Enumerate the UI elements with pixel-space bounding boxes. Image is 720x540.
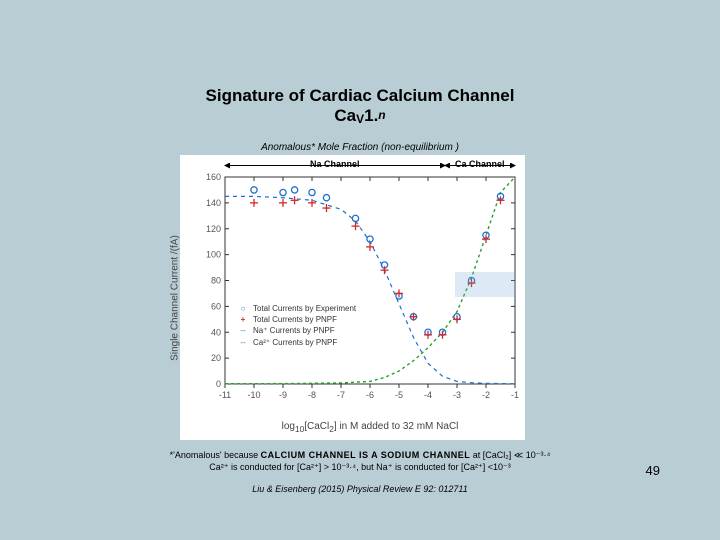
page-number: 49	[646, 463, 660, 478]
svg-text:160: 160	[206, 172, 221, 182]
svg-text:-10: -10	[247, 390, 260, 400]
legend: ○Total Currents by Experiment+Total Curr…	[231, 302, 358, 349]
x-axis-label: log10[CaCl2] in M added to 32 mM NaCl	[225, 421, 515, 434]
svg-text:100: 100	[206, 250, 221, 260]
highlight-band	[455, 272, 515, 297]
chart-plot-area: -11-10-9-8-7-6-5-4-3-2-10204060801001201…	[225, 177, 515, 402]
svg-text:20: 20	[211, 353, 221, 363]
y-axis-label: Single Channel Current /(fA)	[170, 235, 181, 361]
svg-text:60: 60	[211, 301, 221, 311]
svg-text:-3: -3	[453, 390, 461, 400]
svg-text:-6: -6	[366, 390, 374, 400]
svg-text:120: 120	[206, 224, 221, 234]
title-block: Signature of Cardiac Calcium Channel CaV…	[0, 86, 720, 129]
svg-text:80: 80	[211, 276, 221, 286]
na-channel-label: Na Channel	[310, 159, 360, 169]
footnote-line1: *'Anomalous' because CALCIUM CHANNEL IS …	[0, 450, 720, 462]
svg-text:-1: -1	[511, 390, 519, 400]
svg-text:-5: -5	[395, 390, 403, 400]
title-line1: Signature of Cardiac Calcium Channel	[0, 86, 720, 106]
footnote-line2: Ca²⁺ is conducted for [Ca²⁺] > 10⁻³·⁴, b…	[0, 462, 720, 474]
slide: Signature of Cardiac Calcium Channel CaV…	[0, 0, 720, 540]
citation: Liu & Eisenberg (2015) Physical Review E…	[0, 484, 720, 494]
ca-channel-label: Ca Channel	[455, 159, 505, 169]
svg-text:40: 40	[211, 327, 221, 337]
title-line2: CaV1.n	[0, 106, 720, 129]
svg-text:-4: -4	[424, 390, 432, 400]
svg-text:-7: -7	[337, 390, 345, 400]
chart-panel: Na Channel Ca Channel Single Channel Cur…	[180, 155, 525, 440]
svg-text:0: 0	[216, 379, 221, 389]
svg-text:-8: -8	[308, 390, 316, 400]
svg-text:-9: -9	[279, 390, 287, 400]
svg-text:140: 140	[206, 198, 221, 208]
svg-text:-11: -11	[219, 390, 231, 400]
subtitle-annotation: Anomalous* Mole Fraction (non-equilibriu…	[0, 142, 720, 153]
svg-text:-2: -2	[482, 390, 490, 400]
